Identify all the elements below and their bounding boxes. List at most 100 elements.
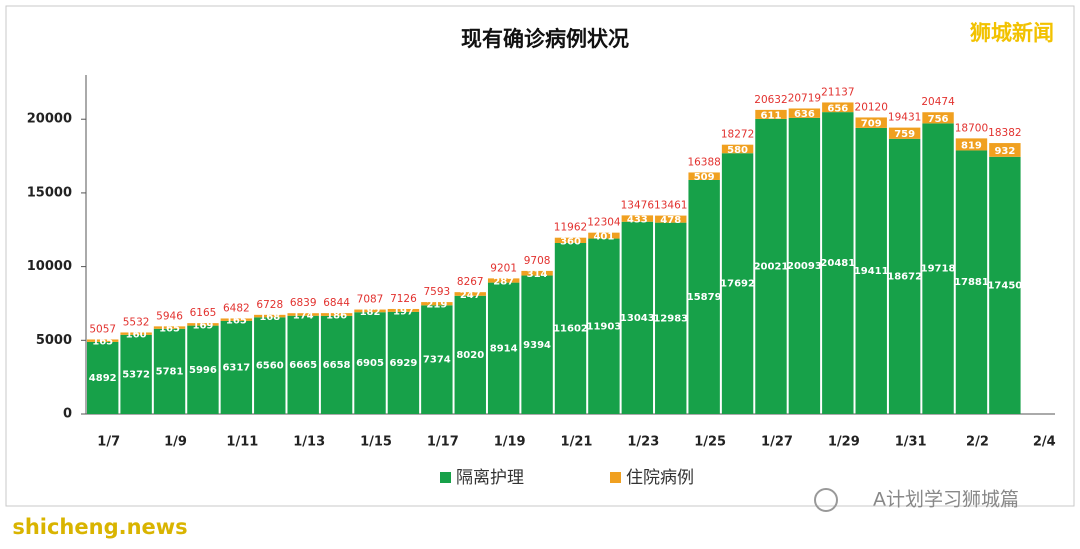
segment-label: 20481 — [820, 258, 855, 269]
segment-label: 182 — [360, 307, 381, 318]
bar-segment — [521, 275, 553, 414]
segment-label: 656 — [827, 103, 848, 114]
bar-segment — [354, 312, 386, 414]
segment-label: 8914 — [490, 343, 518, 354]
bar-segment — [287, 315, 319, 414]
bar-segment — [655, 222, 687, 414]
wechat-icon — [814, 488, 838, 512]
bar-segment — [120, 334, 152, 414]
segment-label: 5372 — [122, 369, 150, 380]
segment-label: 636 — [794, 109, 815, 120]
bar-segment — [822, 112, 854, 414]
bar-segment — [387, 308, 420, 312]
x-tick-label: 1/21 — [561, 435, 593, 450]
segment-label: 160 — [126, 330, 147, 341]
legend-swatch — [440, 472, 451, 483]
y-tick-label: 5000 — [36, 333, 72, 348]
y-tick-label: 0 — [63, 407, 72, 422]
total-label: 19431 — [888, 112, 921, 124]
total-label: 12304 — [587, 217, 621, 229]
bar-segment — [955, 150, 988, 414]
total-label: 6844 — [323, 297, 350, 309]
x-tick-label: 1/27 — [761, 435, 793, 450]
source: shicheng.news — [12, 515, 187, 539]
segment-label: 360 — [560, 236, 581, 247]
bar-segment — [721, 153, 754, 415]
bar-segment — [855, 127, 887, 414]
segment-label: 169 — [193, 320, 214, 331]
segment-label: 401 — [593, 232, 614, 243]
bar-segment — [755, 118, 787, 414]
bar-segment — [621, 221, 654, 414]
total-label: 21137 — [821, 86, 854, 98]
total-label: 18382 — [988, 127, 1021, 139]
segment-label: 15879 — [687, 292, 722, 303]
segment-label: 314 — [527, 269, 548, 280]
bar-segment — [989, 143, 1021, 157]
bar-segment — [788, 108, 821, 118]
total-label: 9708 — [524, 255, 551, 267]
x-tick-label: 2/2 — [966, 435, 989, 450]
x-tick-label: 1/9 — [164, 435, 187, 450]
total-label: 6839 — [290, 297, 317, 309]
segment-label: 12983 — [653, 313, 688, 324]
bar-segment — [989, 156, 1021, 414]
segment-label: 5996 — [189, 365, 217, 376]
segment-label: 11903 — [587, 321, 622, 332]
legend-label: 住院病例 — [626, 468, 694, 488]
total-label: 20474 — [921, 96, 955, 108]
total-label: 5057 — [89, 323, 116, 335]
account: A计划学习狮城篇 — [873, 489, 1019, 511]
total-label: 9201 — [490, 262, 517, 274]
x-tick-label: 1/19 — [494, 435, 526, 450]
segment-label: 17692 — [720, 279, 755, 290]
x-tick-label: 1/17 — [427, 435, 459, 450]
x-tick-label: 1/15 — [360, 435, 392, 450]
bar-segment — [822, 102, 854, 113]
bar-segment — [287, 313, 319, 316]
total-label: 6165 — [190, 307, 217, 319]
legend-swatch — [610, 472, 621, 483]
bar-segment — [688, 179, 720, 414]
segment-label: 6317 — [222, 362, 250, 373]
bar-segment — [320, 313, 353, 316]
segment-label: 20093 — [787, 261, 822, 272]
bar-segment — [755, 109, 787, 119]
x-tick-label: 2/4 — [1033, 435, 1056, 450]
x-tick-label: 1/25 — [694, 435, 726, 450]
segment-label: 478 — [660, 215, 681, 226]
bar-segment — [320, 315, 353, 414]
bar-segment — [220, 318, 253, 321]
segment-label: 13043 — [620, 313, 655, 324]
bar-segment — [87, 341, 119, 414]
total-label: 13476 — [621, 199, 655, 211]
bar-segment — [354, 309, 386, 313]
total-label: 8267 — [457, 276, 484, 288]
segment-label: 6929 — [390, 358, 418, 369]
x-tick-label: 1/7 — [97, 435, 120, 450]
legend-label: 隔离护理 — [456, 468, 524, 488]
segment-label: 165 — [226, 316, 247, 327]
segment-label: 4892 — [89, 373, 117, 384]
bar-segment — [688, 172, 720, 180]
segment-label: 509 — [694, 172, 715, 183]
bar-segment — [421, 305, 453, 414]
bar-segment — [254, 317, 286, 414]
bar-segment — [87, 339, 119, 342]
segment-label: 756 — [928, 114, 949, 125]
segment-label: 611 — [761, 110, 782, 121]
segment-label: 6665 — [289, 360, 317, 371]
bar-segment — [254, 314, 286, 318]
total-label: 18272 — [721, 129, 754, 141]
segment-label: 168 — [259, 312, 280, 323]
bar-segment — [588, 238, 620, 414]
bar-segment — [454, 292, 486, 296]
segment-label: 165 — [159, 324, 180, 335]
segment-label: 197 — [393, 306, 414, 317]
segment-label: 247 — [460, 290, 481, 301]
segment-label: 7374 — [423, 355, 451, 366]
bar-segment — [721, 144, 754, 154]
total-label: 13461 — [654, 200, 687, 212]
total-label: 16388 — [687, 156, 720, 168]
segment-label: 6905 — [356, 358, 384, 369]
